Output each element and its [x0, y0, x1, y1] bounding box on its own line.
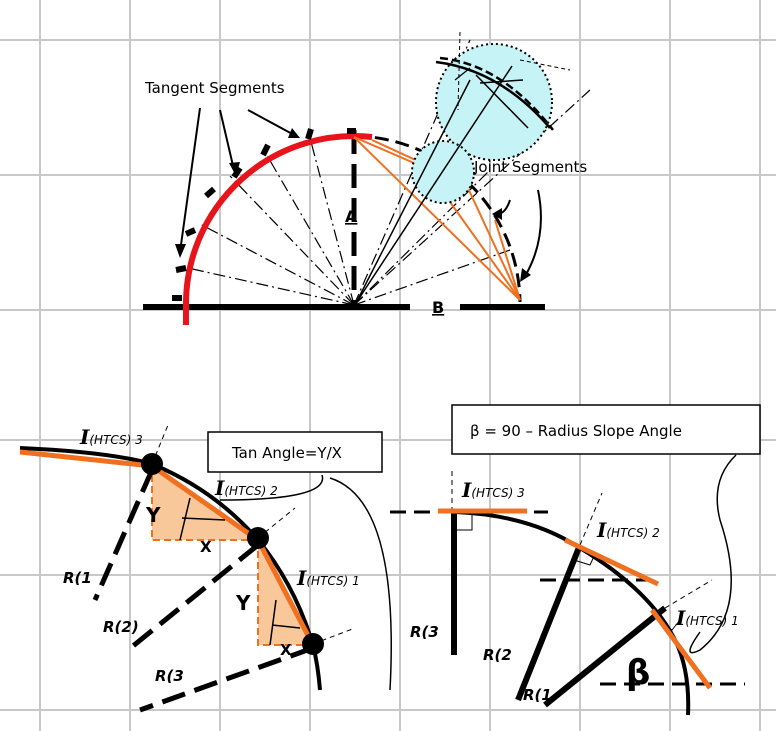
label-x-lower: X — [280, 641, 292, 659]
radii-right — [451, 512, 667, 708]
arrowhead — [175, 244, 186, 258]
thin-dashes-right — [451, 468, 713, 609]
tangent-arrows — [179, 107, 297, 253]
bottom-right-diagram: I(HTCS) 3 I(HTCS) 2 I(HTCS) 1 R(3 R(2 R(… — [390, 404, 761, 716]
label-tangent-segments: Tangent Segments — [144, 79, 285, 97]
label-i-htcs-3-right: I(HTCS) 3 — [461, 478, 525, 502]
beta-box-label: β = 90 – Radius Slope Angle — [470, 422, 682, 440]
orange-tangents — [19, 449, 316, 647]
xy-arrows — [179, 497, 301, 646]
right-angle-marker — [454, 512, 473, 531]
label-r2: R(2) — [103, 618, 139, 636]
horizontal-dashes-right — [390, 510, 745, 686]
thin-dashes-left — [151, 424, 356, 645]
label-a: A — [345, 207, 358, 226]
arrowhead — [288, 128, 300, 138]
label-r3: R(3 — [155, 667, 184, 685]
label-joint-segments: Joint Segments — [473, 158, 587, 176]
red-arc — [182, 133, 373, 325]
tangent-ticks — [172, 128, 356, 301]
tan-angle-label: Tan Angle=Y/X — [231, 444, 342, 462]
orange-tangents-right — [438, 508, 713, 690]
label-r2-right: R(2 — [483, 646, 512, 664]
callout-curve — [219, 474, 392, 691]
label-r1-right: R(1 — [523, 686, 552, 704]
arrowhead — [492, 208, 502, 220]
label-r3-right: R(3 — [410, 623, 439, 641]
label-y-lower: Y — [235, 591, 251, 615]
label-i-htcs-3-left: I(HTCS) 3 — [79, 425, 143, 449]
bottom-left-diagram: I(HTCS) 3 I(HTCS) 2 I(HTCS) 1 Y X Y X R(… — [19, 424, 392, 713]
tan-angle-box — [207, 431, 383, 473]
curve-right — [454, 510, 691, 716]
callout-curve-right — [689, 454, 737, 654]
label-i-htcs-2-right: I(HTCS) 2 — [596, 518, 660, 542]
label-b: B — [432, 298, 444, 317]
beta-box — [451, 404, 761, 455]
arrowhead — [229, 162, 240, 176]
zoom-detail — [355, 31, 571, 304]
arrowhead — [520, 268, 531, 282]
radius-dashes-left — [92, 468, 314, 713]
label-i-htcs-2-left: I(HTCS) 2 — [214, 476, 278, 500]
zoom-circle-large — [435, 43, 553, 161]
label-y-upper: Y — [145, 503, 161, 527]
beta-symbol: β — [626, 653, 650, 693]
top-diagram: Tangent Segments Joint Segments A B — [143, 31, 591, 325]
label-x-upper: X — [200, 538, 212, 556]
label-i-htcs-1-right: I(HTCS) 1 — [675, 606, 739, 630]
label-i-htcs-1-left: I(HTCS) 1 — [296, 566, 360, 590]
label-r1: R(1 — [63, 569, 92, 587]
